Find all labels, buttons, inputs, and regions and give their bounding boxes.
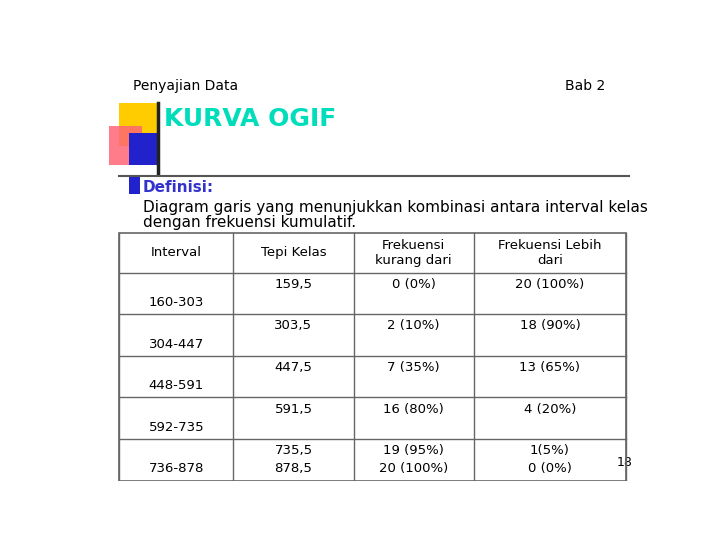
Text: 591,5: 591,5	[274, 403, 312, 416]
Text: 2 (10%): 2 (10%)	[387, 320, 440, 333]
Text: Penyajian Data: Penyajian Data	[132, 79, 238, 93]
Text: 160-303: 160-303	[149, 296, 204, 309]
Text: 4 (20%): 4 (20%)	[523, 403, 576, 416]
Text: Interval: Interval	[151, 246, 202, 259]
Text: 7 (35%): 7 (35%)	[387, 361, 440, 374]
Text: 18 (90%): 18 (90%)	[520, 320, 580, 333]
Text: 735,5: 735,5	[274, 444, 312, 457]
Text: 303,5: 303,5	[274, 320, 312, 333]
Text: 447,5: 447,5	[274, 361, 312, 374]
Text: KURVA OGIF: KURVA OGIF	[164, 107, 337, 131]
Text: 13 (65%): 13 (65%)	[519, 361, 580, 374]
Bar	[120, 103, 158, 146]
Text: 20 (100%): 20 (100%)	[516, 278, 585, 291]
Bar	[120, 233, 626, 481]
Text: 736-878: 736-878	[149, 462, 204, 475]
Text: 16 (80%): 16 (80%)	[383, 403, 444, 416]
Text: 592-735: 592-735	[148, 421, 204, 434]
Text: 159,5: 159,5	[274, 278, 312, 291]
Text: 0 (0%): 0 (0%)	[528, 462, 572, 475]
Text: Frekuensi
kurang dari: Frekuensi kurang dari	[375, 239, 452, 267]
Text: Definisi:: Definisi:	[143, 180, 214, 195]
Text: Diagram garis yang menunjukkan kombinasi antara interval kelas: Diagram garis yang menunjukkan kombinasi…	[143, 200, 647, 214]
Text: 448-591: 448-591	[149, 379, 204, 392]
Text: 1(5%): 1(5%)	[530, 444, 570, 457]
Text: 20 (100%): 20 (100%)	[379, 462, 448, 475]
Text: 878,5: 878,5	[274, 462, 312, 475]
Bar	[120, 233, 626, 481]
Text: dengan frekuensi kumulatif.: dengan frekuensi kumulatif.	[143, 215, 356, 230]
Text: 0 (0%): 0 (0%)	[392, 278, 436, 291]
Text: Frekuensi Lebih
dari: Frekuensi Lebih dari	[498, 239, 602, 267]
Text: Bab 2: Bab 2	[565, 79, 606, 93]
Bar	[129, 177, 140, 194]
Text: 18: 18	[616, 456, 632, 469]
Bar	[129, 132, 158, 165]
Bar	[109, 126, 142, 165]
Text: 19 (95%): 19 (95%)	[383, 444, 444, 457]
Text: 304-447: 304-447	[149, 338, 204, 350]
Text: Tepi Kelas: Tepi Kelas	[261, 246, 326, 259]
